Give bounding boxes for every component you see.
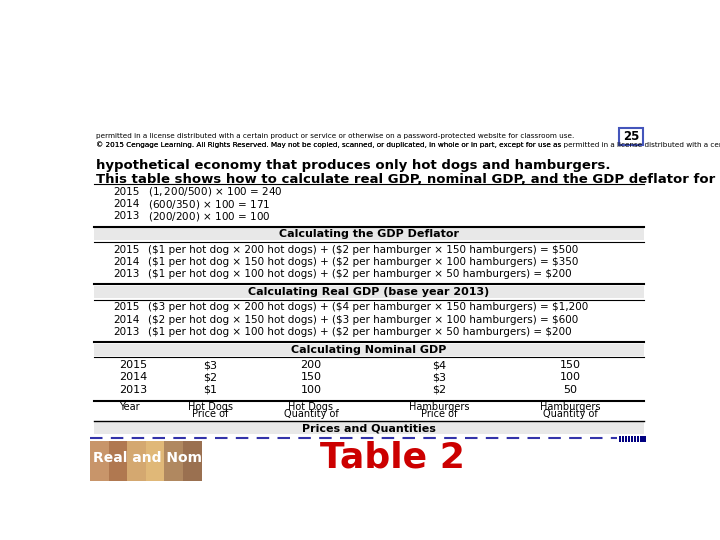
Text: Quantity of: Quantity of [543,409,598,420]
Text: ($1 per hot dog × 100 hot dogs) + ($2 per hamburger × 50 hamburgers) = $200: ($1 per hot dog × 100 hot dogs) + ($2 pe… [148,269,572,279]
Text: $4: $4 [432,360,446,370]
Text: 2014: 2014 [113,199,140,209]
Text: $2: $2 [203,373,217,382]
Text: 2015: 2015 [113,245,140,254]
Text: 2013: 2013 [113,327,140,337]
Text: $2: $2 [432,384,446,395]
Text: Hamburgers: Hamburgers [408,402,469,411]
Bar [628,436,630,442]
Text: Calculating Nominal GDP: Calculating Nominal GDP [292,345,446,355]
Text: Price of: Price of [192,409,228,420]
Bar [145,441,164,481]
Text: ($600 / $350) × 100 = 171: ($600 / $350) × 100 = 171 [148,198,271,211]
Text: Hot Dogs: Hot Dogs [188,402,233,411]
Text: Real and Nominal GDP: Real and Nominal GDP [93,450,269,464]
Text: 2013: 2013 [113,212,140,221]
Text: hypothetical economy that produces only hot dogs and hamburgers.: hypothetical economy that produces only … [96,159,611,172]
Bar [618,436,621,442]
Text: 100: 100 [560,373,581,382]
Text: Price of: Price of [420,409,457,420]
Bar [631,436,634,442]
Bar [644,436,646,442]
Text: © 2015 Cengage Learning. All Rights Reserved. May not be copied, scanned, or dup: © 2015 Cengage Learning. All Rights Rese… [96,142,720,149]
Text: Hot Dogs: Hot Dogs [289,402,333,411]
Bar [183,441,202,481]
Text: Calculating the GDP Deflator: Calculating the GDP Deflator [279,229,459,239]
Text: 2014: 2014 [120,373,148,382]
Bar [127,441,145,481]
Text: 2014: 2014 [113,257,140,267]
Text: 2014: 2014 [113,315,140,325]
Bar [109,441,127,481]
Text: 100: 100 [300,384,321,395]
Text: ($1 per hot dog × 200 hot dogs) + ($2 per hamburger × 150 hamburgers) = $500: ($1 per hot dog × 200 hot dogs) + ($2 pe… [148,245,578,254]
Bar [625,436,627,442]
Text: Table 2: Table 2 [320,441,464,475]
Bar [618,128,644,145]
Bar [90,441,109,481]
Text: Calculating Real GDP (base year 2013): Calculating Real GDP (base year 2013) [248,287,490,297]
Bar [94,286,644,298]
Text: ($200 / $200) × 100 = 100: ($200 / $200) × 100 = 100 [148,210,271,223]
Text: 2013: 2013 [113,269,140,279]
Text: ($1 per hot dog × 100 hot dogs) + ($2 per hamburger × 50 hamburgers) = $200: ($1 per hot dog × 100 hot dogs) + ($2 pe… [148,327,572,337]
Text: © 2015 Cengage Learning. All Rights Reserved. May not be copied, scanned, or dup: © 2015 Cengage Learning. All Rights Rese… [96,142,562,149]
Text: $3: $3 [432,373,446,382]
Text: ($1,200 / $500) × 100 = 240: ($1,200 / $500) × 100 = 240 [148,185,283,198]
Bar [640,436,642,442]
Text: 2015: 2015 [120,360,148,370]
Bar [634,436,636,442]
Text: 2015: 2015 [113,187,140,197]
Bar [637,436,639,442]
Text: 2013: 2013 [120,384,148,395]
Text: 200: 200 [300,360,321,370]
Bar [164,441,183,481]
Text: Prices and Quantities: Prices and Quantities [302,423,436,433]
Bar [94,228,644,240]
Text: Year: Year [120,402,140,411]
Text: $3: $3 [203,360,217,370]
Text: 150: 150 [560,360,581,370]
Text: ($3 per hot dog × 200 hot dogs) + ($4 per hamburger × 150 hamburgers) = $1,200: ($3 per hot dog × 200 hot dogs) + ($4 pe… [148,302,588,312]
Text: ($1 per hot dog × 150 hot dogs) + ($2 per hamburger × 100 hamburgers) = $350: ($1 per hot dog × 150 hot dogs) + ($2 pe… [148,257,578,267]
Text: ($2 per hot dog × 150 hot dogs) + ($3 per hamburger × 100 hamburgers) = $600: ($2 per hot dog × 150 hot dogs) + ($3 pe… [148,315,578,325]
Text: 2015: 2015 [113,302,140,312]
Text: $1: $1 [203,384,217,395]
Text: Hamburgers: Hamburgers [540,402,600,411]
Bar [94,343,644,356]
Bar [621,436,624,442]
Text: This table shows how to calculate real GDP, nominal GDP, and the GDP deflator fo: This table shows how to calculate real G… [96,173,720,186]
Text: permitted in a license distributed with a certain product or service or otherwis: permitted in a license distributed with … [96,133,575,139]
Text: 25: 25 [623,130,639,143]
Bar [94,422,644,434]
Text: 50: 50 [564,384,577,395]
Text: Quantity of: Quantity of [284,409,338,420]
Text: 150: 150 [300,373,321,382]
